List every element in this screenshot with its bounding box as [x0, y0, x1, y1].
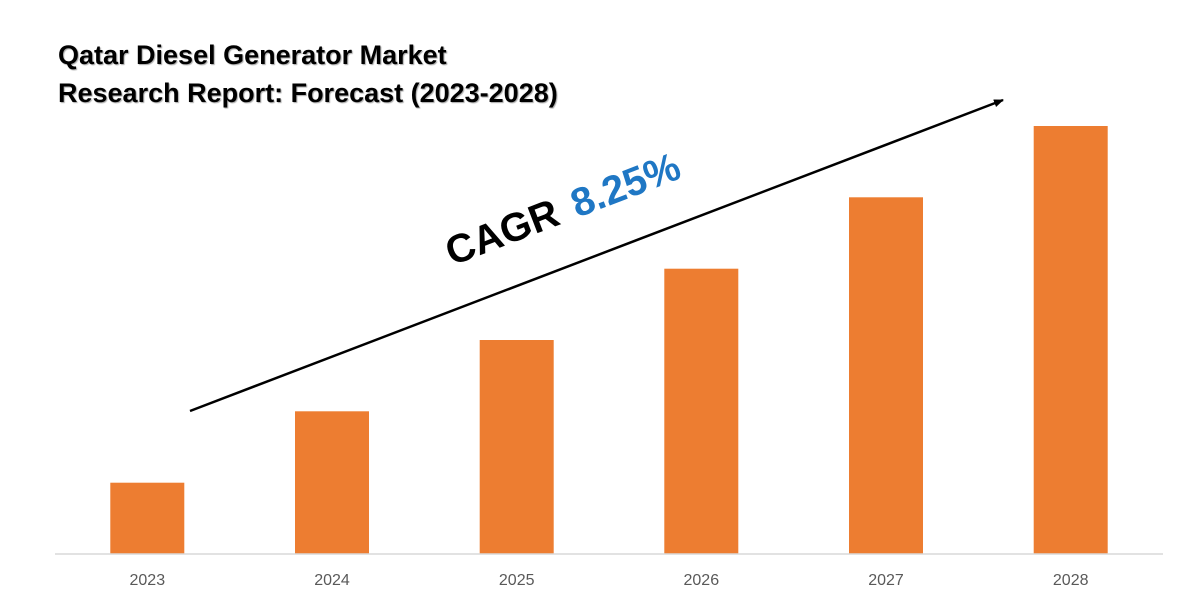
- x-tick-labels: 2023 2024 2025 2026 2027 2028: [130, 572, 1089, 589]
- bar-2023: [110, 482, 185, 554]
- bar-2026: [664, 268, 739, 554]
- x-tick-label-2025: 2025: [499, 572, 535, 589]
- x-tick-label-2024: 2024: [314, 572, 350, 589]
- trend-arrow: [189, 98, 1004, 413]
- chart-title: Qatar Diesel Generator Market Research R…: [58, 36, 618, 112]
- x-tick-label-2023: 2023: [130, 572, 166, 589]
- chart-title-line-1: Qatar Diesel Generator Market: [58, 40, 447, 70]
- bar-2024: [295, 411, 369, 554]
- cagr-label: CAGR: [439, 191, 565, 274]
- x-tick-label-2027: 2027: [868, 572, 904, 589]
- bar-2028: [1033, 126, 1108, 554]
- bar-2025: [479, 340, 554, 554]
- cagr-value: 8.25%: [565, 145, 687, 227]
- cagr-annotation: CAGR 8.25%: [439, 145, 686, 275]
- x-tick-label-2028: 2028: [1053, 572, 1089, 589]
- x-tick-label-2026: 2026: [684, 572, 720, 589]
- bar-2027: [849, 197, 923, 555]
- bars-group: [110, 126, 1108, 555]
- chart-title-line-2: Research Report: Forecast (2023-2028): [58, 78, 558, 108]
